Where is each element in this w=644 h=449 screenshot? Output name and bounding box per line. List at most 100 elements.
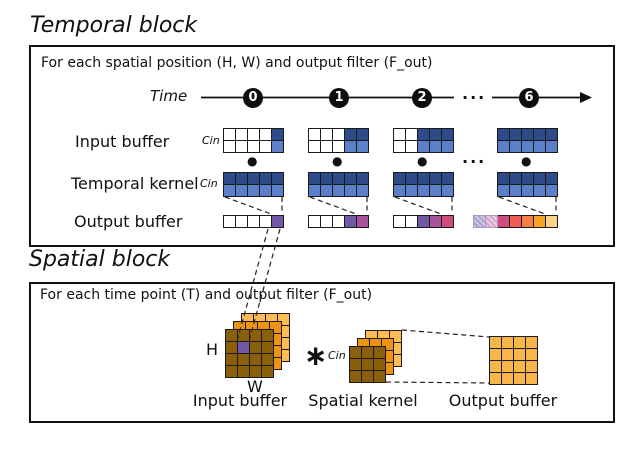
grid-cell	[278, 326, 289, 337]
grid-cell	[272, 173, 283, 184]
grid-cell	[442, 141, 453, 152]
grid-cell	[430, 141, 441, 152]
grid-cell	[321, 141, 332, 152]
grid-cell	[490, 361, 501, 372]
grid-cell	[278, 338, 289, 349]
grid-cell	[250, 342, 261, 353]
input-buffer-grid	[223, 128, 284, 153]
grid-cell	[526, 373, 537, 384]
grid-cell	[490, 349, 501, 360]
grid-cell	[262, 330, 273, 341]
grid-cell	[321, 185, 332, 196]
grid-cell	[430, 216, 441, 227]
spatial-kernel-layer	[349, 346, 386, 383]
grid-cell	[333, 129, 344, 140]
spatial-block-title: Spatial block	[29, 247, 171, 272]
grid-cell	[226, 342, 237, 353]
grid-cell	[350, 347, 361, 358]
grid-cell	[272, 216, 283, 227]
grid-cell	[374, 347, 385, 358]
grid-cell	[510, 141, 521, 152]
grid-cell	[345, 141, 356, 152]
grid-cell	[374, 359, 385, 370]
grid-cell	[390, 355, 401, 366]
grid-cell	[345, 173, 356, 184]
grid-cell	[236, 185, 247, 196]
grid-cell	[321, 129, 332, 140]
grid-cell	[442, 173, 453, 184]
grid-cell	[345, 216, 356, 227]
grid-cell	[224, 185, 235, 196]
grid-cell	[224, 173, 235, 184]
grid-cell	[546, 173, 557, 184]
input-buffer-grid	[308, 128, 369, 153]
grid-cell	[238, 366, 249, 377]
grid-cell	[378, 331, 389, 342]
grid-cell	[333, 216, 344, 227]
grid-cell	[357, 173, 368, 184]
grid-cell	[260, 129, 271, 140]
output-buffer-row-label: Output buffer	[74, 212, 183, 231]
grid-cell	[394, 216, 405, 227]
grid-cell	[514, 337, 525, 348]
grid-cell	[370, 339, 381, 350]
grid-cell	[309, 141, 320, 152]
grid-cell	[272, 185, 283, 196]
spatial-block-frame	[29, 282, 615, 423]
grid-cell	[236, 173, 247, 184]
grid-cell	[418, 141, 429, 152]
grid-cell	[260, 185, 271, 196]
grid-cell	[390, 343, 401, 354]
grid-cell	[522, 173, 533, 184]
grid-cell	[430, 173, 441, 184]
grid-cell	[238, 354, 249, 365]
temporal-block-frame	[29, 45, 615, 247]
grid-cell	[224, 216, 235, 227]
grid-cell	[333, 173, 344, 184]
grid-cell	[514, 373, 525, 384]
grid-cell	[278, 350, 289, 361]
grid-cell	[236, 216, 247, 227]
spatial-input-buffer-caption: Input buffer	[192, 391, 288, 410]
input-cin-label: Cin	[202, 134, 220, 147]
grid-cell	[309, 185, 320, 196]
grid-cell	[474, 216, 485, 227]
grid-cell	[250, 330, 261, 341]
time-axis-ellipsis: ···	[462, 88, 487, 107]
grid-cell	[546, 129, 557, 140]
grid-cell	[490, 373, 501, 384]
grid-cell	[357, 141, 368, 152]
grid-cell	[490, 337, 501, 348]
grid-cell	[394, 185, 405, 196]
grid-cell	[394, 141, 405, 152]
spatial-loop-text: For each time point (T) and output filte…	[40, 287, 373, 303]
grid-cell	[486, 216, 497, 227]
grid-cell	[526, 349, 537, 360]
grid-cell	[358, 339, 369, 350]
grid-cell	[522, 141, 533, 152]
grid-cell	[502, 349, 513, 360]
highlighted-input-cell	[238, 342, 249, 353]
grid-cell	[534, 173, 545, 184]
grid-cell	[236, 129, 247, 140]
grid-cell	[333, 185, 344, 196]
spatial-input-buffer-layer	[225, 329, 274, 378]
grid-cell	[430, 129, 441, 140]
grid-cell	[250, 366, 261, 377]
grid-cell	[510, 216, 521, 227]
grid-cell	[260, 216, 271, 227]
grid-cell	[260, 141, 271, 152]
grid-cell	[374, 371, 385, 382]
output-shifted-out-cells	[473, 215, 498, 228]
grid-cell	[442, 129, 453, 140]
grid-cell	[522, 185, 533, 196]
spatial-kernel-caption: Spatial kernel	[308, 391, 418, 410]
grid-cell	[270, 346, 281, 357]
grid-cell	[262, 354, 273, 365]
grid-cell	[522, 129, 533, 140]
temporal-kernel-grid	[223, 172, 284, 197]
input-buffer-grid	[497, 128, 558, 153]
grid-cell	[357, 185, 368, 196]
grid-cell	[224, 141, 235, 152]
grid-cell	[248, 129, 259, 140]
